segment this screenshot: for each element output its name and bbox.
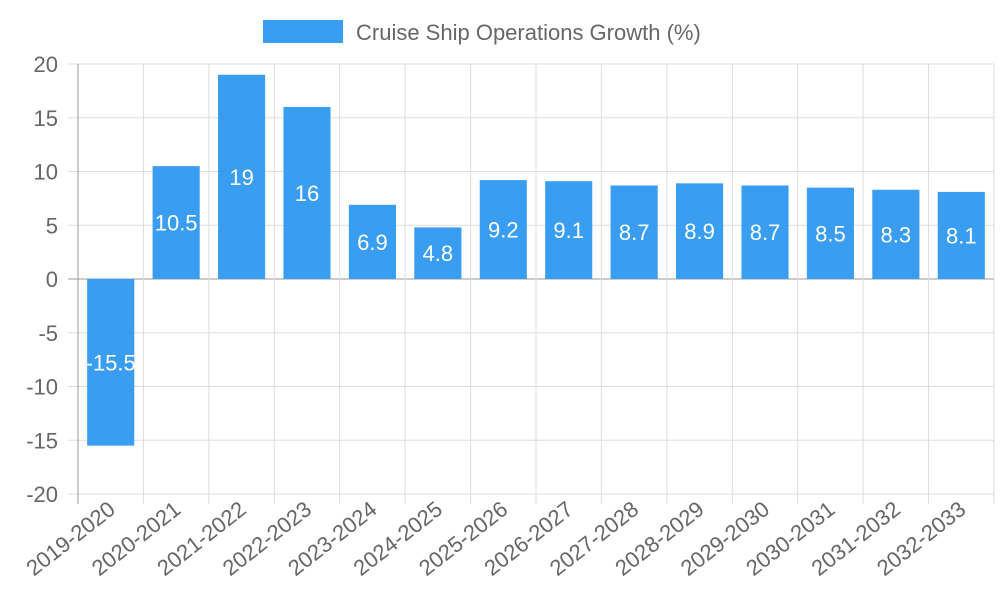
- data-label: 8.7: [750, 220, 781, 245]
- y-tick-label: 20: [34, 52, 58, 77]
- bar-2020-2021: [152, 166, 200, 279]
- y-tick-label: 15: [34, 106, 58, 131]
- bars: [87, 74, 985, 446]
- bar-2027-2028: [610, 185, 658, 279]
- y-axis-ticks: 20 15 10 5 0 -5 -10 -15 -20: [26, 52, 58, 507]
- bar-2022-2023: [283, 107, 331, 279]
- y-tick-label: -15: [26, 428, 58, 453]
- data-label: 16: [295, 181, 319, 206]
- data-label: 4.8: [423, 241, 454, 266]
- data-label: 8.5: [815, 221, 846, 246]
- data-label: 9.2: [488, 218, 519, 243]
- grid: [68, 63, 995, 504]
- bar-2032-2033: [937, 191, 985, 279]
- data-label: 9.1: [553, 218, 584, 243]
- bar-2025-2026: [479, 180, 527, 279]
- y-tick-label: -20: [26, 482, 58, 507]
- y-tick-label: 5: [46, 213, 58, 238]
- data-label: 8.1: [946, 223, 977, 248]
- data-label: 10.5: [155, 211, 198, 236]
- y-tick-label: 0: [46, 267, 58, 292]
- y-tick-label: -5: [38, 321, 58, 346]
- bar-2026-2027: [545, 181, 593, 279]
- data-label: -15.5: [86, 350, 136, 375]
- bar-2024-2025: [414, 227, 462, 279]
- y-tick-label: -10: [26, 375, 58, 400]
- data-label: 8.9: [684, 219, 715, 244]
- data-label: 6.9: [357, 230, 388, 255]
- legend-swatch: [263, 20, 343, 43]
- data-labels: -15.5 10.5 19 16 6.9 4.8 9.2 9.1 8.7 8.9 8.7 8.5 8.3…: [86, 165, 977, 375]
- bar-2030-2031: [806, 187, 854, 279]
- legend: Cruise Ship Operations Growth (%): [263, 20, 701, 45]
- x-axis-ticks: 2019-20202020-20212021-20222022-20232023…: [21, 496, 970, 580]
- bar-2029-2030: [741, 185, 789, 279]
- bar-2031-2032: [872, 189, 920, 279]
- bar-2021-2022: [218, 74, 266, 279]
- data-label: 8.7: [619, 220, 650, 245]
- bar-2028-2029: [676, 183, 724, 279]
- bar-2023-2024: [348, 204, 396, 279]
- y-tick-label: 10: [34, 160, 58, 185]
- data-label: 8.3: [881, 222, 912, 247]
- legend-label: Cruise Ship Operations Growth (%): [356, 20, 701, 45]
- bar-2019-2020: [87, 279, 135, 446]
- data-label: 19: [229, 165, 253, 190]
